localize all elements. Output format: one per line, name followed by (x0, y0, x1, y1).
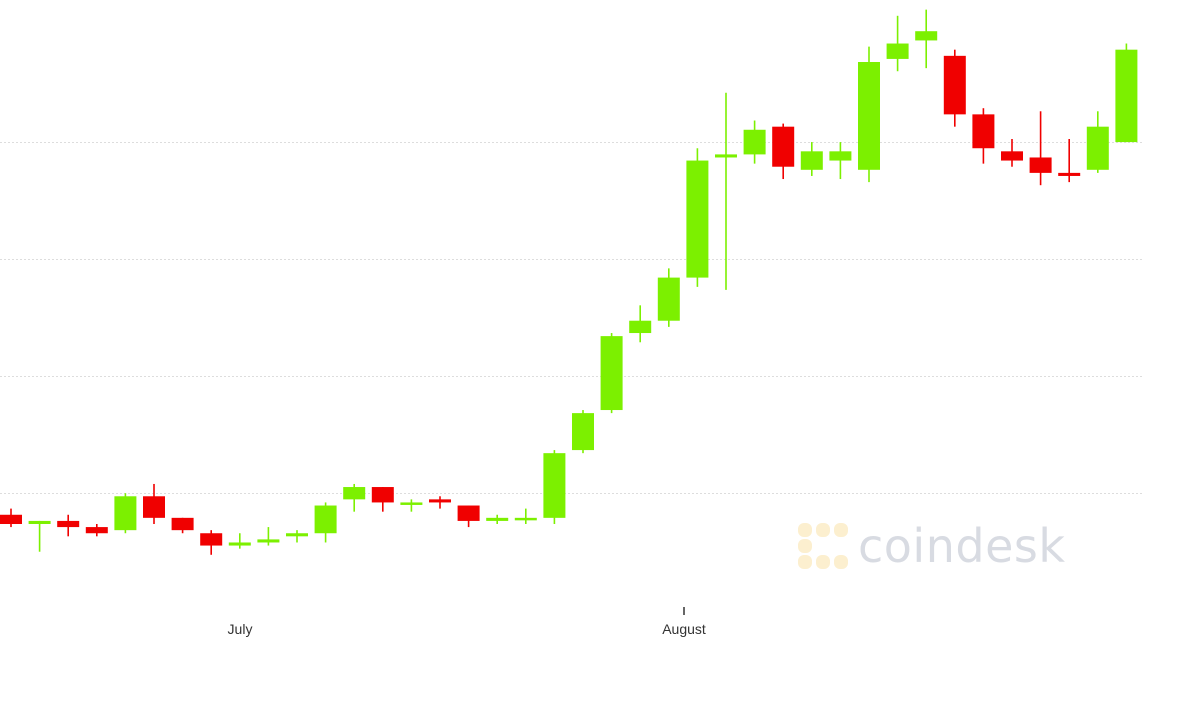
candle-27 (743, 120, 766, 164)
candle-body (0, 514, 22, 524)
candle-body (657, 277, 680, 321)
candle-3 (57, 514, 80, 537)
candle-9 (228, 533, 251, 549)
watermark-text: coindesk (858, 519, 1066, 573)
candle-21 (572, 410, 594, 454)
candle-35 (972, 108, 995, 164)
candle-30 (829, 142, 852, 180)
candle-15 (400, 499, 423, 512)
candle-body (800, 151, 823, 170)
candle-body (629, 320, 652, 334)
candle-31 (858, 46, 880, 183)
candle-body (371, 487, 394, 503)
candle-18 (486, 514, 509, 524)
candle-body (1115, 49, 1138, 143)
candle-12 (314, 502, 337, 543)
candle-20 (543, 450, 566, 524)
candle-28 (772, 123, 795, 180)
candle-body (686, 160, 709, 278)
candle-body (400, 502, 423, 505)
candle-body (343, 487, 366, 500)
candle-38 (1058, 139, 1081, 183)
candle-body (57, 520, 80, 528)
candle-body (314, 505, 337, 534)
candle-body (772, 126, 795, 167)
candle-24 (657, 268, 680, 327)
candle-body (143, 496, 165, 518)
candle-body (915, 31, 938, 41)
candle-25 (686, 148, 709, 287)
candle-body (28, 520, 51, 524)
candle-body (829, 151, 852, 161)
candle-5 (114, 493, 137, 534)
candle-body (486, 517, 509, 521)
candle-19 (514, 508, 537, 524)
candle-body (286, 533, 308, 537)
candle-body (572, 413, 594, 451)
x-tick-label-july: July (228, 621, 253, 637)
x-tick-label-august: August (662, 621, 706, 637)
candle-body (858, 62, 880, 170)
candle-26 (715, 92, 737, 290)
candle-body (228, 542, 251, 546)
candle-40 (1115, 43, 1138, 143)
candle-body (886, 43, 909, 59)
candle-4 (85, 524, 108, 537)
candle-body (1001, 151, 1023, 161)
candle-body (114, 496, 137, 531)
candle-body (943, 55, 966, 115)
candle-29 (800, 142, 823, 176)
candle-body (200, 533, 223, 546)
candle-11 (286, 530, 308, 543)
candle-39 (1086, 111, 1109, 173)
candle-37 (1029, 111, 1052, 186)
candle-7 (171, 517, 194, 534)
coindesk-watermark: coindesk (796, 516, 1065, 576)
candle-body (600, 336, 623, 411)
candle-14 (371, 487, 394, 512)
candle-body (429, 499, 451, 503)
candle-13 (343, 483, 366, 512)
candle-body (972, 114, 995, 149)
candle-body (457, 505, 480, 521)
candle-34 (943, 49, 966, 127)
candle-body (1029, 157, 1052, 173)
gridlines (0, 142, 1142, 494)
candle-2 (28, 520, 51, 552)
candle-23 (629, 305, 652, 343)
candle-body (257, 539, 280, 543)
candle-body (514, 517, 537, 521)
candle-body (171, 517, 194, 531)
coindesk-logo-icon (798, 523, 848, 569)
candle-36 (1001, 139, 1023, 167)
candle-body (85, 527, 108, 534)
candle-16 (429, 496, 451, 509)
candle-32 (886, 15, 909, 72)
candle-1 (0, 508, 22, 528)
candle-22 (600, 333, 623, 414)
candle-body (715, 154, 737, 158)
candle-17 (457, 505, 480, 528)
candles (0, 9, 1138, 555)
candle-8 (200, 530, 223, 555)
candle-body (543, 453, 566, 518)
candle-body (743, 129, 766, 155)
x-axis: July August (228, 607, 706, 637)
candle-6 (143, 483, 165, 524)
candle-body (1058, 172, 1081, 176)
candle-10 (257, 527, 280, 546)
candle-body (1086, 126, 1109, 170)
candle-33 (915, 9, 938, 69)
